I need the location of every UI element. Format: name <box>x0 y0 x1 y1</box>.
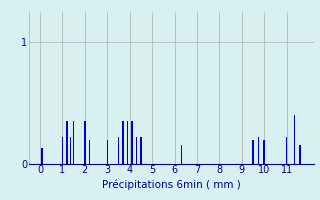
Bar <box>122 121 124 164</box>
Bar <box>286 137 287 164</box>
Bar <box>140 137 142 164</box>
Bar <box>180 145 182 164</box>
Bar <box>62 137 63 164</box>
Bar <box>66 121 68 164</box>
Bar <box>136 137 137 164</box>
Bar <box>89 140 90 164</box>
Bar <box>42 148 43 164</box>
X-axis label: Précipitations 6min ( mm ): Précipitations 6min ( mm ) <box>102 180 241 190</box>
Bar <box>84 121 86 164</box>
Bar <box>294 115 295 164</box>
Bar <box>73 121 75 164</box>
Bar <box>107 140 108 164</box>
Bar <box>263 140 265 164</box>
Bar <box>252 140 254 164</box>
Bar <box>127 121 128 164</box>
Bar <box>131 121 133 164</box>
Bar <box>258 137 260 164</box>
Bar <box>118 137 119 164</box>
Bar <box>69 137 71 164</box>
Bar <box>300 145 301 164</box>
